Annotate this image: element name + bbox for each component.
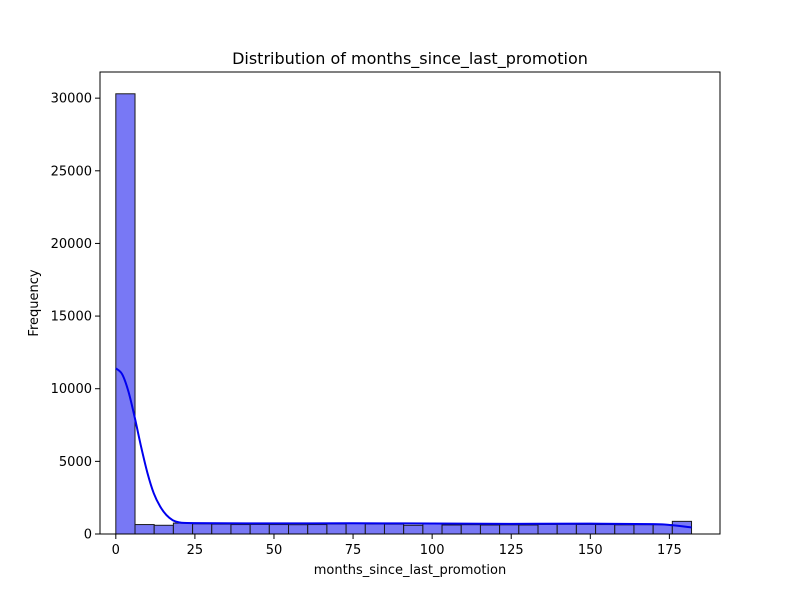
x-tick-label: 75 <box>345 543 362 558</box>
histogram-bar <box>479 524 501 535</box>
y-tick-label: 5000 <box>59 455 92 470</box>
y-tick-label: 25000 <box>51 164 92 179</box>
x-tick-label: 25 <box>187 543 204 558</box>
y-axis-ticks: 0 5000 10000 15000 20000 25000 30000 <box>51 92 100 543</box>
x-tick-label: 150 <box>578 543 603 558</box>
y-tick-label: 10000 <box>51 382 92 397</box>
x-tick-label: 50 <box>266 543 283 558</box>
histogram-bar <box>633 524 654 535</box>
y-tick-label: 15000 <box>51 310 92 325</box>
histogram-bar <box>537 523 558 535</box>
x-tick-label: 175 <box>657 543 682 558</box>
histogram-bar <box>403 524 424 535</box>
histogram-bar <box>345 523 366 535</box>
histogram-bar <box>326 523 347 535</box>
kde-line <box>115 367 692 529</box>
histogram-bar <box>556 523 577 535</box>
histogram-bar <box>422 523 443 535</box>
chart-title: Distribution of months_since_last_promot… <box>232 49 588 69</box>
y-tick-label: 0 <box>84 528 92 543</box>
histogram-bar <box>211 523 232 535</box>
histogram-bar <box>383 523 405 535</box>
histogram-bar <box>172 522 194 535</box>
histogram-bar <box>441 524 462 535</box>
x-tick-label: 125 <box>499 543 524 558</box>
histogram-bar <box>288 524 309 535</box>
histogram-bar <box>364 523 385 535</box>
bars-group <box>115 93 693 535</box>
histogram-bar <box>268 524 290 535</box>
y-tick-label: 20000 <box>51 237 92 252</box>
histogram-bar <box>153 524 174 535</box>
histogram-bar <box>192 523 213 535</box>
histogram-bar <box>499 524 520 535</box>
histogram-bar <box>595 524 616 535</box>
histogram-bar <box>518 524 539 535</box>
x-tick-label: 0 <box>112 543 120 558</box>
histogram-bar <box>652 524 673 535</box>
y-tick-label: 30000 <box>51 92 92 107</box>
histogram-bar <box>230 524 251 535</box>
histogram-bar <box>575 523 597 535</box>
histogram-bar <box>614 524 635 535</box>
plot-frame <box>99 71 721 535</box>
histogram-bar <box>307 524 328 535</box>
histogram-bar <box>249 523 270 535</box>
histogram-bar <box>134 524 155 535</box>
x-axis-label: months_since_last_promotion <box>314 563 506 578</box>
histogram-bar <box>460 524 481 535</box>
y-axis-label: Frequency <box>27 269 42 336</box>
x-axis-ticks: 0 25 50 75 100 125 150 175 <box>112 534 682 558</box>
histogram-bar <box>115 93 136 535</box>
x-tick-label: 100 <box>420 543 445 558</box>
